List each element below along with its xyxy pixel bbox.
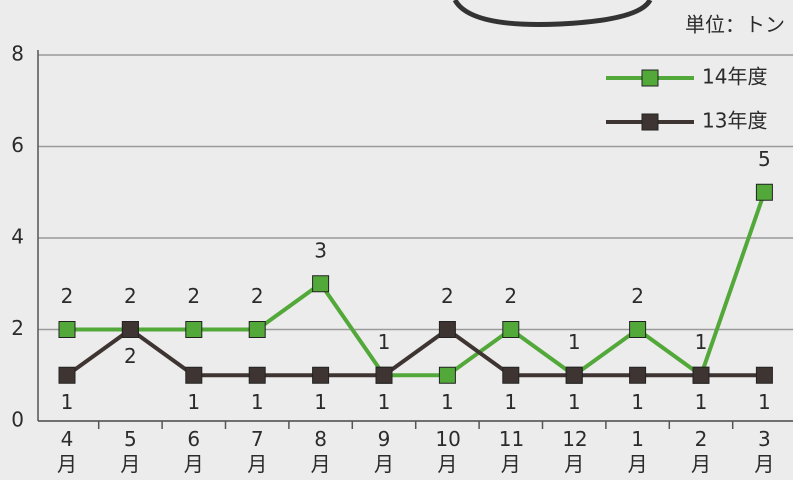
legend-marker	[641, 113, 659, 131]
marker	[565, 366, 583, 384]
decoration	[452, 0, 653, 27]
marker	[185, 366, 203, 384]
data-label: 2	[441, 284, 454, 308]
data-label: 1	[61, 390, 74, 414]
x-tick-label: 10月	[435, 427, 461, 476]
x-tick-label: 11月	[498, 427, 525, 476]
data-label: 2	[251, 284, 264, 308]
y-tick-label: 8	[11, 42, 24, 66]
x-tick-label: 7月	[247, 427, 268, 476]
data-label: 2	[124, 284, 137, 308]
marker	[58, 321, 76, 338]
legend-item: 14年度	[606, 65, 767, 89]
marker	[121, 321, 139, 338]
marker	[185, 321, 203, 338]
data-label: 2	[61, 284, 74, 308]
data-label: 1	[187, 390, 200, 414]
marker	[692, 366, 710, 384]
marker	[629, 321, 647, 338]
marker	[58, 366, 76, 384]
marker	[312, 366, 330, 384]
data-label: 1	[568, 330, 581, 354]
unit-label: 単位：トン	[685, 13, 785, 37]
data-label: 1	[695, 330, 708, 354]
marker	[629, 366, 647, 384]
series-line	[65, 327, 765, 378]
y-tick-label: 6	[11, 133, 24, 157]
marker	[755, 366, 773, 384]
data-label: 1	[378, 330, 391, 354]
data-label: 1	[631, 390, 644, 414]
data-label: 1	[568, 390, 581, 414]
legend-label: 14年度	[702, 65, 767, 89]
x-tick-label: 1月	[627, 427, 648, 476]
data-label: 2	[504, 284, 517, 308]
x-tick-label: 9月	[374, 427, 394, 476]
data-label: 1	[314, 390, 327, 414]
x-tick-label: 6月	[183, 427, 204, 476]
marker	[438, 366, 456, 384]
y-tick-label: 2	[11, 316, 24, 340]
x-tick-label: 3月	[754, 427, 775, 476]
data-label: 5	[758, 147, 771, 171]
legend-item: 13年度	[606, 109, 767, 133]
data-label: 2	[124, 344, 137, 368]
x-tick-label: 2月	[691, 427, 711, 476]
marker	[502, 321, 520, 338]
y-tick-label: 4	[11, 225, 24, 249]
marker	[312, 275, 330, 293]
marker	[248, 321, 266, 338]
marker	[502, 366, 520, 384]
data-label: 3	[314, 238, 327, 262]
data-label: 1	[251, 390, 264, 414]
data-label: 2	[187, 284, 200, 308]
x-tick-label: 12月	[562, 427, 588, 476]
y-tick-label: 0	[11, 408, 24, 432]
data-label: 1	[758, 390, 771, 414]
marker	[755, 183, 773, 201]
data-label: 1	[441, 390, 454, 414]
marker	[438, 321, 456, 338]
data-label: 1	[378, 390, 391, 414]
legend-label: 13年度	[702, 109, 767, 133]
marker	[375, 366, 393, 384]
x-tick-label: 8月	[310, 427, 331, 476]
data-label: 1	[695, 390, 708, 414]
marker	[248, 366, 266, 384]
x-tick-label: 5月	[120, 427, 141, 476]
data-label: 1	[504, 390, 517, 414]
legend-marker	[641, 69, 659, 87]
series-line	[67, 191, 767, 379]
x-tick-label: 4月	[57, 427, 77, 476]
data-label: 2	[631, 284, 644, 308]
